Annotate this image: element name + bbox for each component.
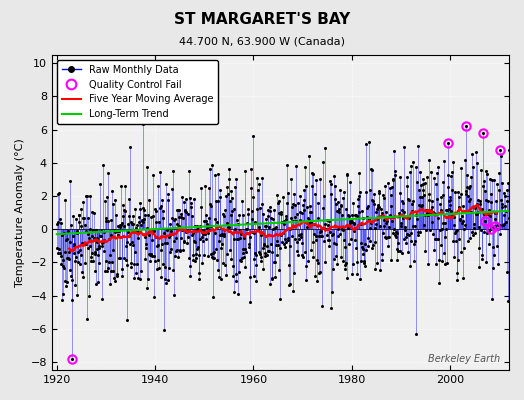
- Legend: Raw Monthly Data, Quality Control Fail, Five Year Moving Average, Long-Term Tren: Raw Monthly Data, Quality Control Fail, …: [57, 60, 218, 124]
- Text: ST MARGARET'S BAY: ST MARGARET'S BAY: [174, 12, 350, 27]
- Text: Berkeley Earth: Berkeley Earth: [428, 354, 500, 364]
- Y-axis label: Temperature Anomaly (°C): Temperature Anomaly (°C): [15, 138, 25, 287]
- Text: 44.700 N, 63.900 W (Canada): 44.700 N, 63.900 W (Canada): [179, 36, 345, 46]
